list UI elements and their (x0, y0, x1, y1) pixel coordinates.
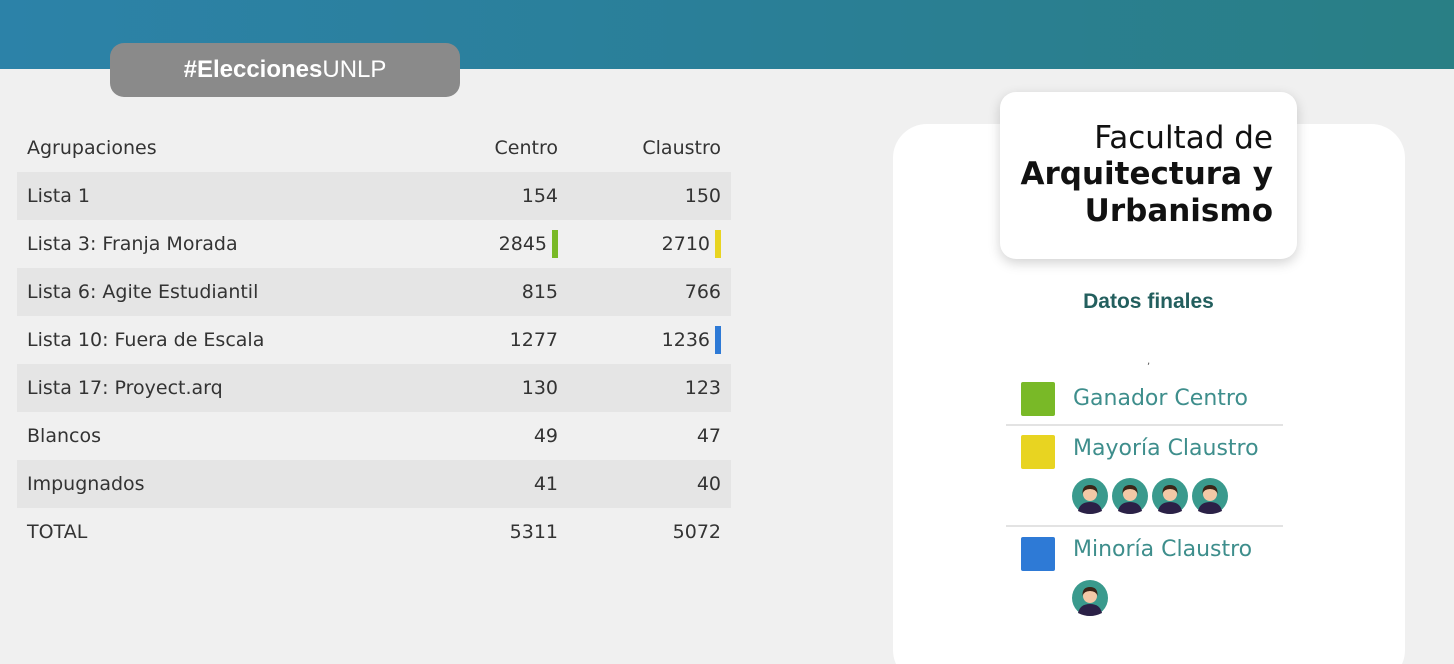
cell-centro: 154 (407, 172, 568, 220)
cell-claustro-value: 766 (684, 281, 721, 303)
cell-centro-value: 2845 (498, 233, 547, 255)
cell-claustro: 150 (568, 172, 731, 220)
person-avatar-icon (1192, 478, 1228, 514)
cell-claustro-wrap: 766 (685, 281, 721, 303)
header-centro: Centro (494, 137, 558, 159)
cell-claustro-wrap: 2710 (662, 230, 721, 258)
cell-centro-value: 41 (533, 473, 558, 495)
cell-claustro-wrap: 40 (697, 473, 721, 495)
cell-claustro-value: 150 (684, 185, 721, 207)
winner-marker (552, 230, 558, 258)
cell-centro-wrap: 154 (522, 185, 558, 207)
cell-centro: 1277 (407, 316, 568, 364)
legend-item: Ganador Centro (1006, 380, 1283, 426)
cell-claustro: 766 (568, 268, 731, 316)
table-header-row: Agrupaciones Centro Claustro (17, 124, 731, 172)
cell-centro: 41 (407, 460, 568, 508)
cell-centro: 815 (407, 268, 568, 316)
table-row: Blancos 49 47 (17, 412, 731, 460)
table-row: Lista 10: Fuera de Escala 1277 1236 (17, 316, 731, 364)
cell-agrupacion: TOTAL (27, 521, 88, 543)
legend-color-swatch (1021, 537, 1055, 571)
cell-claustro: 5072 (568, 508, 731, 556)
hashtag-badge: #EleccionesUNLP (110, 43, 460, 97)
cell-centro-value: 815 (521, 281, 558, 303)
seat-avatars (1072, 478, 1228, 514)
seat-avatars (1072, 580, 1108, 616)
cell-centro-value: 130 (521, 377, 558, 399)
table-row: Lista 17: Proyect.arq 130 123 (17, 364, 731, 412)
cell-claustro-value: 123 (684, 377, 721, 399)
person-avatar-icon (1112, 478, 1148, 514)
cell-claustro: 1236 (568, 316, 731, 364)
cell-agrupacion: Impugnados (27, 473, 145, 495)
cell-centro-value: 5311 (509, 521, 558, 543)
cell-claustro: 40 (568, 460, 731, 508)
cell-claustro-wrap: 123 (685, 377, 721, 399)
cell-centro-wrap: 1277 (510, 329, 558, 351)
cell-claustro-value: 1236 (661, 329, 710, 351)
cell-centro-value: 154 (521, 185, 558, 207)
header-claustro: Claustro (642, 137, 721, 159)
cell-agrupacion: Lista 10: Fuera de Escala (27, 329, 265, 351)
faculty-title-line3: Urbanismo (1084, 193, 1273, 229)
winner-marker (715, 326, 721, 354)
cell-centro-wrap: 41 (534, 473, 558, 495)
cell-agrupacion: Lista 6: Agite Estudiantil (27, 281, 259, 303)
cell-agrupacion: Blancos (27, 425, 101, 447)
table-row: Impugnados 41 40 (17, 460, 731, 508)
cell-centro-value: 1277 (509, 329, 558, 351)
results-title: Datos finales (1083, 290, 1214, 313)
faculty-title-card: Facultad de Arquitectura y Urbanismo (1000, 92, 1297, 259)
cell-claustro-wrap: 150 (685, 185, 721, 207)
legend-color-swatch (1021, 435, 1055, 469)
cell-centro-wrap: 5311 (510, 521, 558, 543)
cell-centro-wrap: 815 (522, 281, 558, 303)
hashtag-regular-text: UNLP (322, 56, 387, 83)
legend-label: Ganador Centro (1073, 386, 1248, 411)
legend-color-swatch (1021, 382, 1055, 416)
cell-claustro-value: 5072 (672, 521, 721, 543)
cell-centro-wrap: 2845 (499, 230, 558, 258)
table-body: Lista 1 154 150 Lista 3: Franja Morada 2845 2… (17, 172, 731, 556)
cell-centro-wrap: 130 (522, 377, 558, 399)
table-row: TOTAL 5311 5072 (17, 508, 731, 556)
cell-claustro: 47 (568, 412, 731, 460)
person-avatar-icon (1072, 580, 1108, 616)
cell-centro: 49 (407, 412, 568, 460)
cell-claustro-value: 2710 (661, 233, 710, 255)
header-agrupaciones: Agrupaciones (27, 137, 157, 159)
person-avatar-icon (1152, 478, 1188, 514)
tick-mark: , (1147, 356, 1151, 367)
cell-centro: 130 (407, 364, 568, 412)
legend: Ganador Centro Mayoría Claustro Minoría Cl… (1006, 380, 1283, 617)
cell-agrupacion: Lista 1 (27, 185, 90, 207)
faculty-title-line2: Arquitectura y (1020, 156, 1273, 192)
cell-centro-value: 49 (533, 425, 558, 447)
cell-agrupacion: Lista 17: Proyect.arq (27, 377, 223, 399)
cell-claustro-wrap: 47 (697, 425, 721, 447)
hashtag-bold-text: #Elecciones (183, 56, 323, 83)
person-avatar-icon (1072, 478, 1108, 514)
cell-claustro-wrap: 1236 (662, 326, 721, 354)
legend-label: Minoría Claustro (1073, 537, 1253, 562)
legend-item: Mayoría Claustro (1006, 426, 1283, 527)
legend-item: Minoría Claustro (1006, 527, 1283, 617)
cell-agrupacion: Lista 3: Franja Morada (27, 233, 238, 255)
table-row: Lista 3: Franja Morada 2845 2710 (17, 220, 731, 268)
cell-claustro: 2710 (568, 220, 731, 268)
winner-marker (715, 230, 721, 258)
results-table: Agrupaciones Centro Claustro Lista 1 154 1… (17, 124, 731, 556)
faculty-title-line1: Facultad de (1094, 120, 1273, 156)
table-row: Lista 1 154 150 (17, 172, 731, 220)
cell-centro: 2845 (407, 220, 568, 268)
cell-centro: 5311 (407, 508, 568, 556)
cell-claustro: 123 (568, 364, 731, 412)
cell-claustro-value: 47 (696, 425, 721, 447)
cell-centro-wrap: 49 (534, 425, 558, 447)
cell-claustro-wrap: 5072 (673, 521, 721, 543)
legend-label: Mayoría Claustro (1073, 436, 1259, 461)
cell-claustro-value: 40 (696, 473, 721, 495)
table-row: Lista 6: Agite Estudiantil 815 766 (17, 268, 731, 316)
